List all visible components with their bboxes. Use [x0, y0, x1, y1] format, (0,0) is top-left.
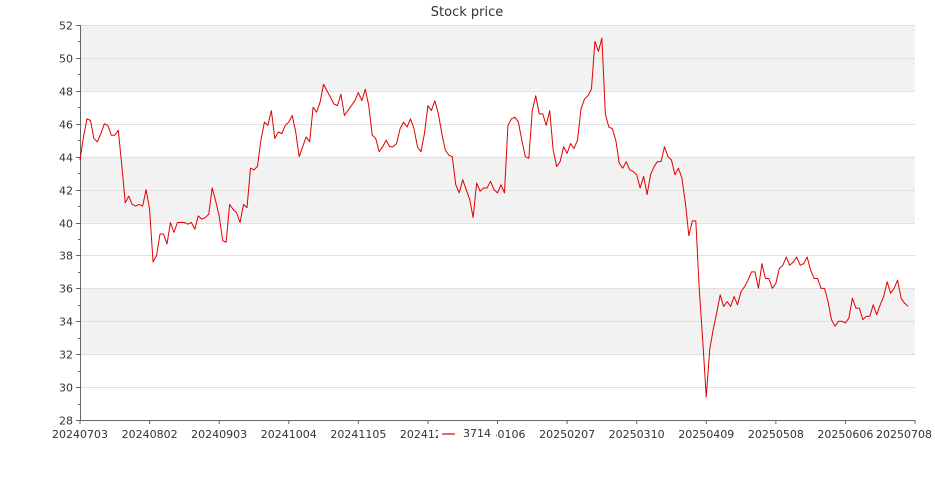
- y-tick-label: 28: [59, 415, 73, 428]
- grid-band: [80, 288, 915, 322]
- series-line-3714: [79, 37, 909, 398]
- x-tick-label: 20250409: [678, 428, 734, 441]
- grid-band: [80, 25, 915, 58]
- x-tick-label: 20240802: [122, 428, 178, 441]
- y-tick-label: 30: [59, 382, 73, 395]
- grid-band: [80, 354, 915, 388]
- x-tick-label: 20240703: [52, 428, 108, 441]
- grid-band: [80, 57, 915, 91]
- y-tick-label: 52: [59, 20, 73, 33]
- grid-lines: [80, 25, 915, 421]
- x-tick-label: 20250310: [609, 428, 665, 441]
- x-tick-label: 20240903: [191, 428, 247, 441]
- y-tick-label: 34: [59, 316, 73, 329]
- legend-background: [438, 425, 496, 441]
- grid-band: [80, 222, 915, 256]
- grid-band: [80, 156, 915, 190]
- x-tick-label: 20241004: [261, 428, 317, 441]
- legend-label: 3714: [463, 427, 491, 440]
- y-tick-label: 50: [59, 53, 73, 66]
- grid-band: [80, 255, 915, 289]
- legend: 3714: [438, 425, 496, 441]
- y-tick-label: 48: [59, 86, 73, 99]
- y-tick-label: 44: [59, 152, 73, 165]
- y-tick-label: 40: [59, 218, 73, 231]
- y-tick-label: 46: [59, 119, 73, 132]
- grid-band: [80, 387, 915, 420]
- grid-band: [80, 90, 915, 124]
- x-tick-label: 20250508: [748, 428, 804, 441]
- x-tick-label: 20250207: [539, 428, 595, 441]
- grid-band: [80, 123, 915, 157]
- y-tick-label: 42: [59, 185, 73, 198]
- y-tick-label: 36: [59, 283, 73, 296]
- chart-title: Stock price: [431, 5, 503, 20]
- grid-bands: [80, 25, 915, 420]
- grid-band: [80, 321, 915, 355]
- y-tick-label: 32: [59, 349, 73, 362]
- x-tick-label: 20250606: [817, 428, 873, 441]
- y-tick-label: 38: [59, 250, 73, 263]
- x-tick-label: 20241105: [330, 428, 386, 441]
- x-tick-label: 20250708: [876, 428, 932, 441]
- series-layer: [79, 37, 909, 398]
- y-axis-ticks: 28 30 32 34 36 38 40 42 44 46 48 50 52: [59, 20, 80, 428]
